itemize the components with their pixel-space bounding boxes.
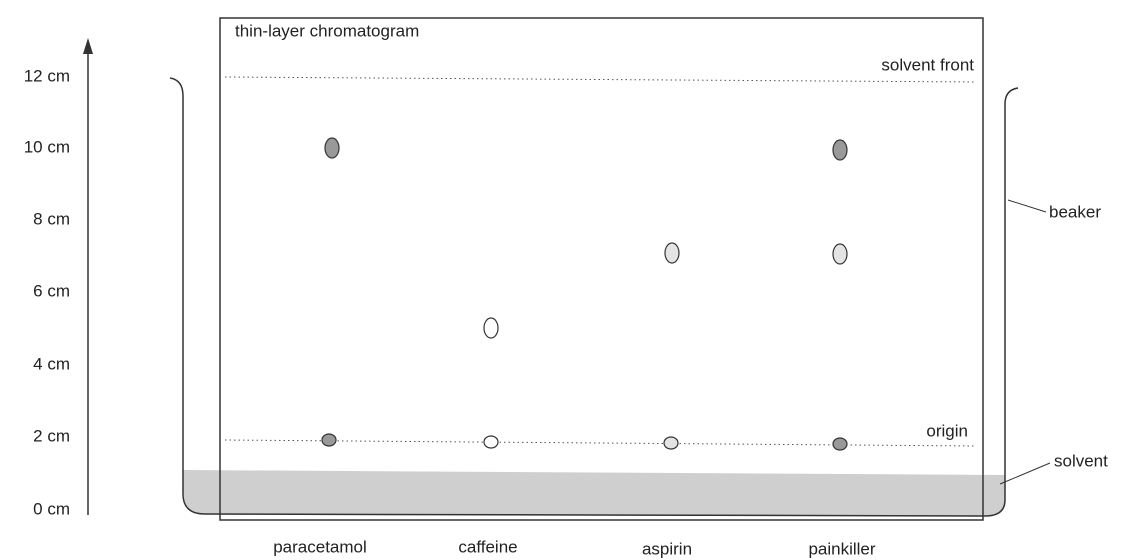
title: thin-layer chromatogram [235, 21, 419, 40]
beaker-label: beaker [1049, 202, 1101, 221]
spot [832, 243, 848, 265]
scale-label: 8 cm [33, 209, 70, 228]
scale-label: 0 cm [33, 499, 70, 518]
spot [483, 435, 499, 449]
scale-label: 10 cm [24, 137, 70, 156]
spot [324, 137, 340, 159]
solvent-leader [999, 462, 1051, 485]
solvent-front-label: solvent front [881, 55, 974, 74]
scale-label: 6 cm [33, 281, 70, 300]
solvent-front-line [224, 76, 976, 83]
spot [664, 242, 680, 264]
sample-label: paracetamol [273, 537, 367, 556]
solvent-fill [183, 470, 1005, 516]
arrow-head [83, 38, 93, 54]
origin-line [224, 439, 976, 447]
spot [832, 437, 848, 451]
sample-label: aspirin [642, 539, 692, 558]
spots [321, 137, 848, 451]
spot [321, 433, 337, 447]
spot [483, 317, 499, 339]
scale-label: 2 cm [33, 426, 70, 445]
sample-label: painkiller [808, 539, 875, 558]
plate [219, 17, 984, 521]
sample-label: caffeine [458, 537, 517, 556]
spot [832, 139, 848, 161]
origin-label: origin [926, 421, 968, 440]
beaker-leader [1007, 199, 1047, 213]
scale-label: 4 cm [33, 354, 70, 373]
solvent-label: solvent [1054, 451, 1108, 470]
beaker [169, 77, 1019, 517]
scale-label: 12 cm [24, 66, 70, 85]
spot [663, 436, 679, 450]
